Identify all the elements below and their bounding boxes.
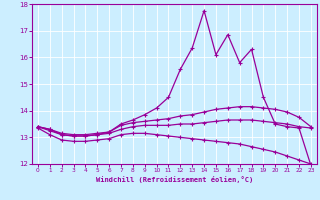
- X-axis label: Windchill (Refroidissement éolien,°C): Windchill (Refroidissement éolien,°C): [96, 176, 253, 183]
